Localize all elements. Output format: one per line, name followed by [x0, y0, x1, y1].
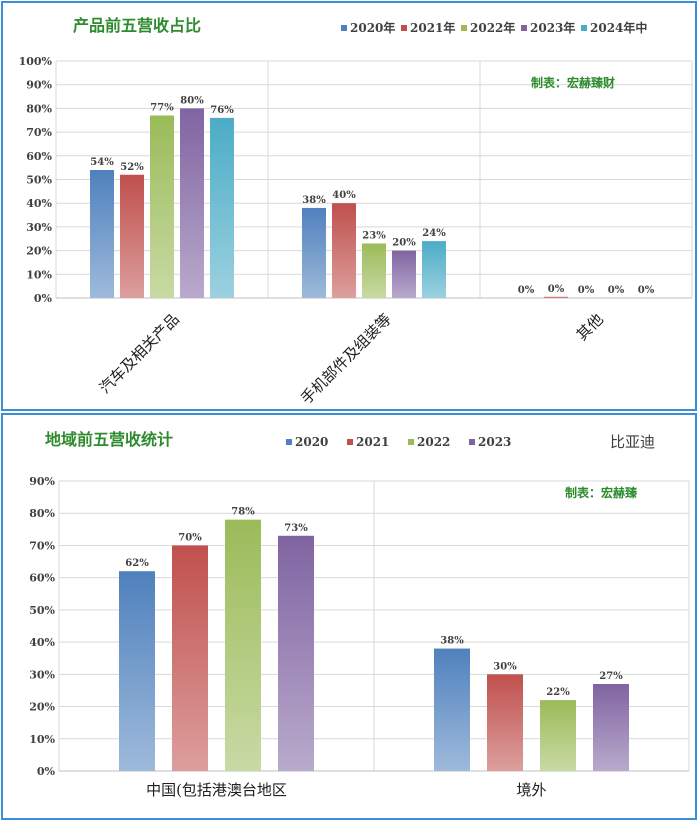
- bar: [225, 519, 261, 771]
- data-label: 0%: [548, 284, 565, 295]
- data-label: 80%: [180, 95, 204, 106]
- y-tick-label: 0%: [34, 292, 53, 305]
- data-label: 20%: [392, 238, 416, 249]
- region-revenue-chart-panel: 地域前五营收统计 比亚迪 2020 2021 2022 2023 0% 10% 20% 30% 40…: [1, 413, 697, 820]
- legend-label: 2023: [478, 435, 511, 449]
- chart-title: 产品前五营收占比: [73, 16, 201, 35]
- data-label: 27%: [599, 671, 623, 682]
- data-label: 0%: [578, 285, 595, 296]
- data-label: 0%: [638, 285, 655, 296]
- bar: [362, 243, 386, 298]
- watermark-text: 制表：宏赫臻财: [531, 75, 615, 90]
- chart-title: 地域前五营收统计: [45, 430, 173, 449]
- watermark-text: 制表：宏赫臻: [565, 485, 638, 500]
- data-label: 70%: [178, 532, 202, 543]
- bar: [487, 674, 523, 771]
- bar: [150, 115, 174, 298]
- bar: [332, 203, 356, 298]
- y-tick-label: 70%: [29, 539, 55, 552]
- legend-label: 2020: [295, 435, 328, 449]
- y-tick-label: 50%: [29, 604, 55, 617]
- y-tick-label: 40%: [29, 636, 55, 649]
- legend-swatch: [469, 439, 475, 445]
- y-tick-label: 40%: [26, 197, 52, 210]
- legend-swatch: [581, 25, 587, 31]
- legend-swatch: [521, 25, 527, 31]
- bar: [422, 241, 446, 298]
- legend-swatch: [286, 439, 292, 445]
- data-label: 62%: [125, 558, 149, 569]
- category-label: 境外: [516, 781, 546, 799]
- bar: [210, 117, 234, 298]
- bar: [172, 545, 208, 771]
- bar: [593, 684, 629, 771]
- bar: [302, 207, 326, 298]
- legend-swatch: [461, 25, 467, 31]
- data-label: 38%: [440, 636, 464, 647]
- data-label: 77%: [150, 103, 174, 114]
- y-tick-label: 10%: [29, 733, 55, 746]
- y-tick-label: 80%: [26, 102, 52, 115]
- category-label: 中国(包括港澳台地区: [146, 781, 287, 799]
- region-revenue-chart: 地域前五营收统计 比亚迪 2020 2021 2022 2023 0% 10% 20% 30% 40…: [3, 415, 695, 818]
- data-label: 24%: [422, 228, 446, 239]
- legend-label: 2021年: [410, 20, 455, 35]
- legend-label: 2024年中: [590, 20, 647, 35]
- y-tick-label: 50%: [26, 174, 52, 187]
- data-label: 40%: [332, 190, 356, 201]
- legend-swatch: [408, 439, 414, 445]
- y-tick-label: 60%: [29, 572, 55, 585]
- data-label: 23%: [362, 230, 386, 241]
- bar: [392, 250, 416, 298]
- y-tick-label: 90%: [26, 79, 52, 92]
- bar: [434, 648, 470, 771]
- bar: [90, 170, 114, 298]
- y-tick-label: 10%: [26, 268, 52, 281]
- y-tick-label: 30%: [29, 668, 55, 681]
- y-tick-label: 0%: [37, 765, 56, 778]
- bar: [544, 296, 568, 298]
- legend-label: 2021: [356, 435, 389, 449]
- y-tick-label: 60%: [26, 150, 52, 163]
- chart-background: [3, 415, 695, 818]
- y-tick-label: 100%: [19, 55, 53, 68]
- data-label: 54%: [90, 157, 114, 168]
- product-revenue-chart-panel: 产品前五营收占比 2020年 2021年 2022年 2023年 2024年中 0% 10% 2…: [1, 1, 697, 411]
- data-label: 73%: [284, 523, 308, 534]
- data-label: 0%: [608, 285, 625, 296]
- legend-label: 2023年: [530, 20, 575, 35]
- legend-swatch: [401, 25, 407, 31]
- product-revenue-chart: 产品前五营收占比 2020年 2021年 2022年 2023年 2024年中 0% 10% 2…: [3, 3, 695, 409]
- bar: [180, 108, 204, 299]
- y-tick-label: 20%: [29, 701, 55, 714]
- data-label: 52%: [120, 162, 144, 173]
- data-label: 22%: [546, 687, 570, 698]
- y-tick-label: 90%: [29, 475, 55, 488]
- legend-label: 2022年: [470, 20, 515, 35]
- company-name: 比亚迪: [610, 433, 655, 451]
- data-label: 76%: [210, 105, 234, 116]
- bar: [119, 571, 155, 771]
- data-label: 38%: [302, 195, 326, 206]
- y-tick-label: 70%: [26, 126, 52, 139]
- y-tick-label: 20%: [26, 245, 52, 258]
- y-tick-label: 80%: [29, 507, 55, 520]
- data-label: 30%: [493, 661, 517, 672]
- bar: [120, 174, 144, 298]
- legend-swatch: [347, 439, 353, 445]
- legend-label: 2022: [417, 435, 450, 449]
- legend-swatch: [341, 25, 347, 31]
- data-label: 0%: [518, 285, 535, 296]
- bar: [540, 700, 576, 771]
- data-label: 78%: [231, 507, 255, 518]
- bar: [278, 535, 314, 771]
- legend-label: 2020年: [350, 20, 395, 35]
- y-tick-label: 30%: [26, 221, 52, 234]
